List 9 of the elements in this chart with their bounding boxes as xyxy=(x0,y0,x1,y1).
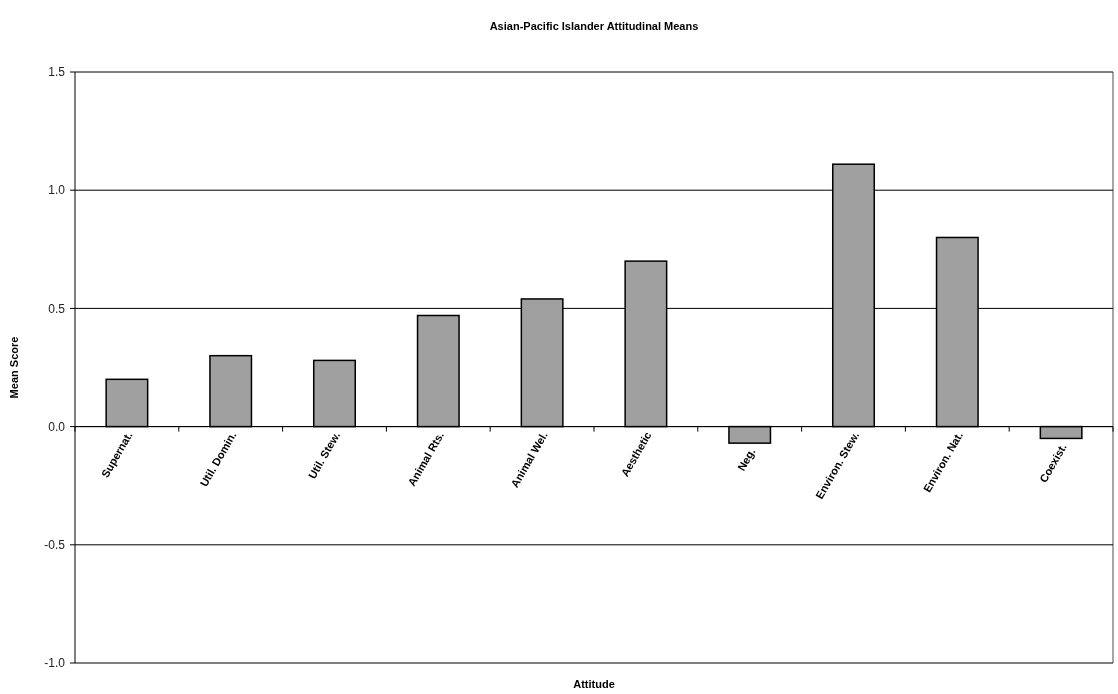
y-tick-label: 1.5 xyxy=(48,65,66,80)
y-tick-label: 1.0 xyxy=(48,183,66,198)
y-axis-title: Mean Score xyxy=(8,336,20,399)
y-tick-label: -1.0 xyxy=(44,656,66,671)
y-tick-label: -0.5 xyxy=(44,538,66,552)
chart-title: Asian-Pacific Islander Attitudinal Means xyxy=(489,20,699,32)
y-tick-label: 0.5 xyxy=(48,301,66,316)
y-tick-label: 0.0 xyxy=(48,419,66,434)
x-axis-title: Attitude xyxy=(573,678,615,690)
